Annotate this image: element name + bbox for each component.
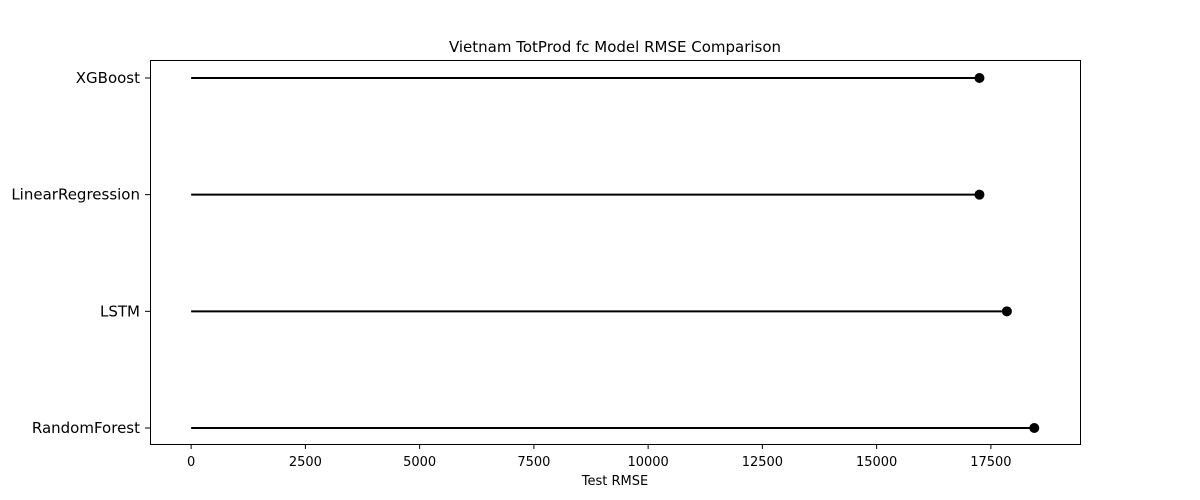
stems-group [191, 77, 1035, 429]
marker-randomforest [1029, 423, 1040, 433]
x-axis: 0 2500 5000 7500 10000 12500 15000 17500 [187, 444, 1012, 470]
y-tick-label-lstm: LSTM [100, 302, 140, 320]
x-tick-label-15000: 15000 [856, 455, 897, 470]
x-tick-label-2500: 2500 [289, 455, 322, 470]
y-tick-label-linearregression: LinearRegression [11, 186, 140, 204]
y-axis: XGBoost LinearRegression LSTM RandomForest [11, 69, 150, 437]
x-axis-label: Test RMSE [581, 474, 648, 489]
marker-lstm [1001, 306, 1012, 317]
x-tick-label-0: 0 [187, 455, 195, 470]
x-tick-label-7500: 7500 [517, 455, 550, 470]
marker-xgboost [974, 73, 985, 83]
chart-title: Vietnam TotProd fc Model RMSE Comparison [449, 38, 781, 56]
plot-area-frame [150, 60, 1081, 445]
markers-group [974, 73, 1040, 433]
x-tick-label-5000: 5000 [403, 455, 436, 470]
x-tick-label-12500: 12500 [742, 455, 783, 470]
x-tick-label-17500: 17500 [970, 455, 1011, 470]
x-tick-label-10000: 10000 [627, 455, 668, 470]
y-tick-label-randomforest: RandomForest [32, 419, 140, 437]
marker-linearregression [974, 189, 985, 200]
y-tick-label-xgboost: XGBoost [76, 69, 140, 87]
